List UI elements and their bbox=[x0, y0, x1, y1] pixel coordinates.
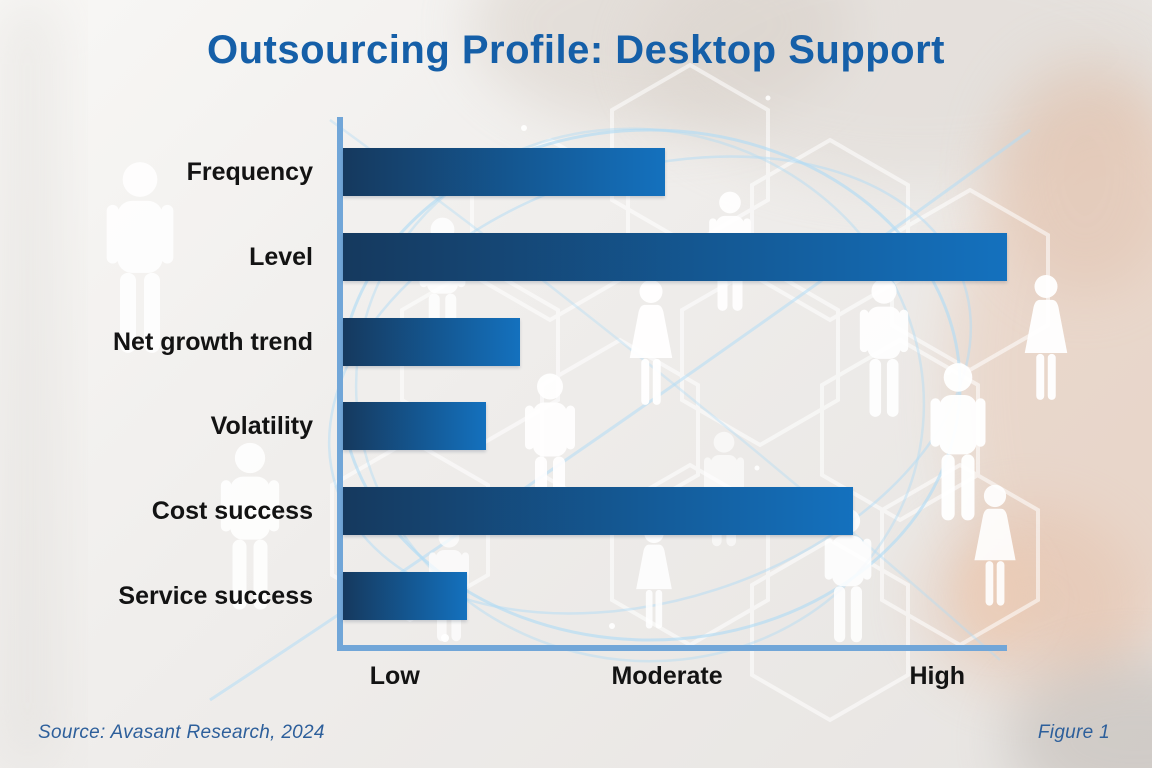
bar-frequency bbox=[343, 148, 666, 196]
x-axis-labels: Low Moderate High bbox=[343, 662, 1007, 704]
bar-level bbox=[343, 232, 1007, 281]
category-label-level: Level bbox=[249, 242, 313, 271]
bar-cost-success bbox=[343, 487, 853, 536]
category-label-volatility: Volatility bbox=[210, 412, 313, 441]
category-label-cost-success: Cost success bbox=[151, 497, 313, 526]
x-tick-moderate: Moderate bbox=[611, 662, 723, 690]
bar-net-growth-trend bbox=[343, 317, 521, 366]
source-note: Source: Avasant Research, 2024 bbox=[38, 722, 325, 743]
category-label-frequency: Frequency bbox=[186, 158, 313, 186]
category-label-net-growth-trend: Net growth trend bbox=[113, 327, 313, 356]
x-tick-high: High bbox=[909, 662, 966, 690]
bar-volatility bbox=[343, 402, 486, 451]
category-labels: Frequency Level Net growth trend Volatility… bbox=[0, 117, 313, 645]
sparkle-dots bbox=[441, 95, 951, 642]
figure-label: Figure 1 bbox=[1037, 722, 1110, 743]
plot-area bbox=[337, 117, 1007, 651]
category-label-service-success: Service success bbox=[118, 582, 313, 610]
bar-service-success bbox=[343, 572, 468, 620]
chart-title: Outsourcing Profile: Desktop Support bbox=[206, 28, 946, 72]
x-tick-low: Low bbox=[369, 662, 420, 690]
